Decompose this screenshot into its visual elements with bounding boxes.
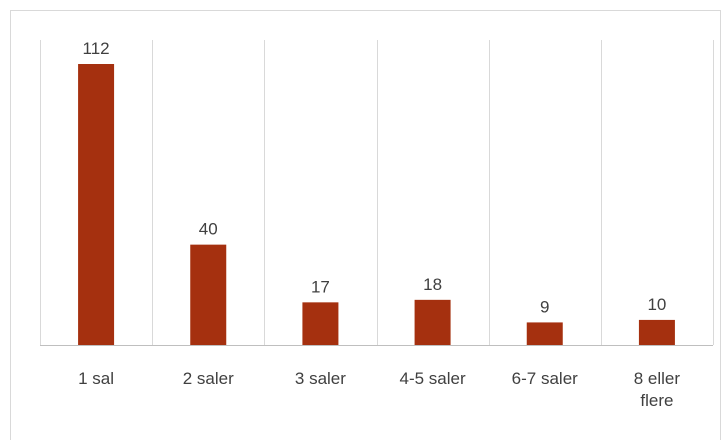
x-tick-label: 8 eller (634, 369, 681, 388)
data-label: 18 (423, 275, 442, 294)
chart-frame (10, 10, 721, 440)
bar (638, 319, 675, 345)
bar (190, 244, 227, 345)
x-tick-label: 1 sal (78, 369, 114, 388)
data-label: 112 (83, 39, 110, 58)
x-tick-label: 3 saler (295, 369, 346, 388)
x-tick-label: 2 saler (183, 369, 234, 388)
data-label: 9 (540, 297, 549, 316)
data-label: 40 (199, 220, 218, 239)
bar-chart: 112 1 sal 40 2 saler 17 3 saler 18 4-5 saler 9 6-… (40, 39, 714, 410)
bar (526, 322, 563, 345)
bar (78, 64, 115, 345)
bar (414, 299, 451, 345)
x-tick-label: 4-5 saler (400, 369, 466, 388)
x-tick-label: 6-7 saler (512, 369, 578, 388)
data-label: 10 (647, 295, 666, 314)
data-label: 17 (311, 277, 330, 296)
x-tick-label: flere (640, 391, 673, 410)
bar (302, 302, 339, 345)
